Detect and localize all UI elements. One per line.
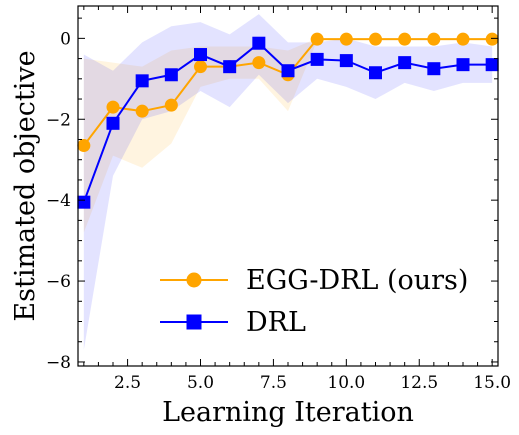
y-tick-label: −8	[46, 353, 71, 373]
egg-drl-ours-point	[106, 100, 120, 114]
x-tick-label: 15.0	[473, 373, 511, 393]
egg-drl-ours-point	[456, 32, 470, 46]
x-tick-label: 2.5	[114, 373, 141, 393]
drl-point	[106, 116, 120, 130]
y-tick-labels: −8 −6 −4 −2 0	[46, 29, 71, 373]
drl-point	[310, 52, 324, 66]
egg-drl-ours-point	[485, 32, 499, 46]
egg-drl-ours-point	[77, 139, 91, 153]
x-tick-label: 7.5	[260, 373, 287, 393]
egg-drl-ours-point	[427, 32, 441, 46]
x-tick-label: 10.0	[327, 373, 365, 393]
egg-drl-ours-point	[369, 32, 382, 46]
y-tick-label: −4	[46, 191, 71, 211]
x-tick-label: 5.0	[187, 373, 214, 393]
drl-point	[369, 66, 382, 80]
axis-ticks	[78, 6, 498, 366]
y-axis-label: Estimated objective	[10, 50, 41, 321]
egg-drl-ours-point	[310, 32, 324, 46]
y-tick-label: 0	[60, 29, 71, 49]
drl-point	[339, 54, 353, 68]
x-axis-label: Learning Iteration	[162, 397, 414, 428]
egg-drl-ours-point	[398, 32, 412, 46]
drl-point	[135, 74, 149, 88]
egg-drl-ours-point	[339, 32, 353, 46]
drl-point	[164, 68, 178, 82]
drl-point	[398, 56, 412, 70]
drl-point	[281, 64, 295, 78]
drl-point	[485, 58, 499, 72]
drl-point	[223, 60, 237, 74]
x-tick-label: 12.5	[400, 373, 438, 393]
drl-point	[194, 48, 207, 62]
legend-egg-drl-ours-marker	[186, 272, 202, 288]
drl-point	[427, 62, 441, 76]
drl-point	[456, 58, 470, 72]
egg-drl-ours-point	[194, 60, 207, 74]
x-tick-labels: 2.5 5.0 7.5 10.0 12.5 15.0	[114, 373, 511, 393]
y-tick-label: −2	[46, 110, 71, 130]
legend-drl-label: DRL	[246, 307, 306, 338]
drl-point	[77, 195, 91, 209]
y-tick-label: −6	[46, 272, 71, 292]
legend-drl-marker	[186, 314, 202, 330]
egg-drl-ours-point	[135, 104, 149, 118]
drl-point	[252, 36, 266, 50]
egg-drl-ours-point	[252, 56, 266, 70]
egg-drl-ours-point	[164, 98, 178, 112]
series-markers	[77, 32, 499, 209]
legend: EGG-DRL (ours) DRL	[160, 265, 468, 338]
legend-egg-drl-ours-label: EGG-DRL (ours)	[246, 265, 468, 296]
drl-band	[83, 14, 493, 350]
